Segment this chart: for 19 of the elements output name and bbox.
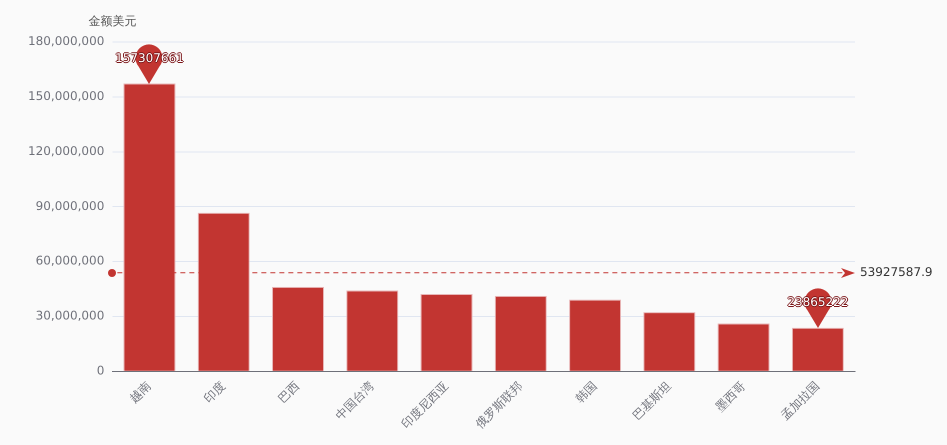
x-tick-label: 印度尼西亚	[398, 378, 451, 432]
y-axis-title: 金额美元	[88, 14, 136, 28]
y-tick-label: 90,000,000	[36, 198, 104, 213]
x-tick-label: 韩国	[572, 378, 600, 406]
y-tick-label: 180,000,000	[28, 34, 104, 48]
y-tick-label: 120,000,000	[28, 144, 104, 158]
x-tick-label: 中国台湾	[332, 378, 377, 423]
y-tick-label: 150,000,000	[28, 89, 104, 104]
x-tick-label: 巴基斯坦	[630, 378, 674, 423]
x-tick-label: 巴西	[275, 378, 302, 406]
y-tick-label: 30,000,000	[36, 308, 104, 323]
x-tick-label: 越南	[126, 378, 154, 406]
x-tick-label: 俄罗斯联邦	[472, 378, 526, 432]
y-tick-label: 0	[96, 364, 104, 378]
y-tick-label: 60,000,000	[36, 254, 104, 268]
x-tick-label: 孟加拉国	[778, 378, 822, 423]
ref-line-label: 53927587.9	[860, 264, 933, 279]
x-tick-label: 墨西哥	[712, 378, 748, 414]
x-tick-label: 印度	[201, 378, 228, 406]
